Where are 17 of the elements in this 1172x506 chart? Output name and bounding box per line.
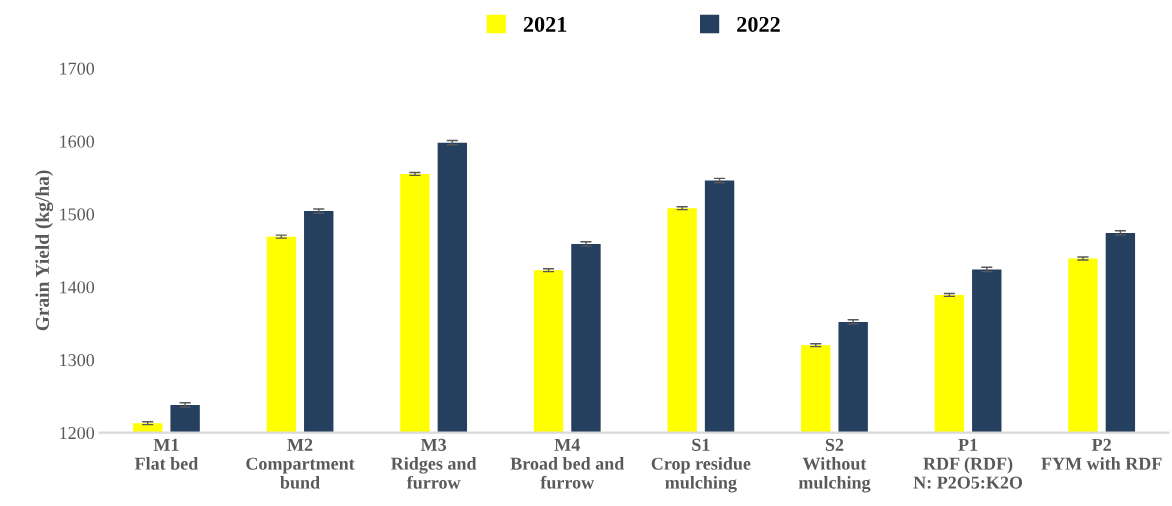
x-tick-label: M4 Broad bed and furrow <box>510 438 625 489</box>
y-tick-label: 1700 <box>60 62 95 75</box>
y-tick-label: 1200 <box>60 426 95 440</box>
x-tick-label: M1 Flat bed <box>134 438 199 470</box>
y-tick-label: 1600 <box>60 135 95 148</box>
x-tick-label: M2 Compartment bund <box>246 438 355 489</box>
x-tick-label: S2 Without mulching <box>798 438 871 493</box>
y-tick-label: 1400 <box>60 281 95 294</box>
x-tick-label: P2 FYM with RDF <box>1041 438 1162 470</box>
y-axis-title: Grain Yield (kg/ha) <box>35 170 54 331</box>
y-tick-label: 1300 <box>60 354 95 367</box>
legend-label: 2021 <box>523 16 567 32</box>
x-tick-label: M3 Ridges and furrow <box>391 438 477 489</box>
x-tick-label: S1 Crop residue mulching <box>651 438 751 493</box>
y-tick-label: 1500 <box>60 208 95 221</box>
x-tick-label: P1 RDF (RDF) N: P2O5:K2O <box>913 438 1023 489</box>
legend-label: 2022 <box>737 16 780 32</box>
